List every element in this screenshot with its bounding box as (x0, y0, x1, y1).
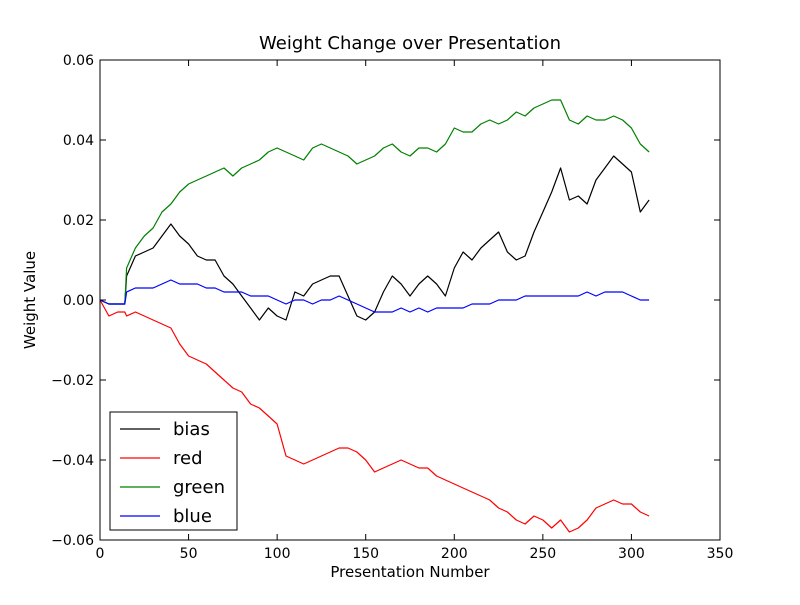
x-tick-label: 0 (96, 546, 105, 562)
series-layer (99, 99, 650, 533)
legend-items: bias red green blue (120, 419, 225, 527)
ticks-layer: 0 50 100 150 200 250 300 350 0.06 0.04 0.02 0.00 −0.… (51, 53, 733, 562)
y-axis-label: Weight Value (21, 251, 39, 349)
y-tick-label: −0.04 (51, 453, 94, 469)
chart-title: Weight Change over Presentation (259, 33, 561, 54)
x-tick-label: 50 (180, 546, 198, 562)
x-axis-label: Presentation Number (330, 563, 490, 581)
x-tick-label: 200 (441, 546, 468, 562)
plot-area: 0 50 100 150 200 250 300 350 0.06 0.04 0.02 0.00 −0.… (51, 53, 733, 562)
x-tick-label: 100 (264, 546, 291, 562)
legend-box (109, 411, 238, 531)
legend-label-bias: bias (173, 419, 210, 440)
legend-label-green: green (173, 477, 225, 498)
x-tick-label: 350 (707, 546, 734, 562)
legend-label-red: red (173, 448, 203, 469)
series-line-blue (99, 279, 650, 313)
x-tick-label: 150 (352, 546, 379, 562)
legend: bias red green blue (109, 411, 238, 531)
y-tick-label: 0.02 (63, 213, 94, 229)
series-line-red (99, 299, 650, 533)
series-line-bias (99, 155, 650, 321)
y-tick-label: 0.00 (63, 293, 94, 309)
y-tick-label: −0.06 (51, 533, 94, 549)
y-tick-label: −0.02 (51, 373, 94, 389)
y-tick-label: 0.06 (63, 53, 94, 69)
legend-label-blue: blue (173, 506, 212, 527)
x-tick-label: 250 (529, 546, 556, 562)
series-line-green (99, 99, 650, 305)
x-tick-label: 300 (618, 546, 645, 562)
y-tick-label: 0.04 (63, 133, 94, 149)
